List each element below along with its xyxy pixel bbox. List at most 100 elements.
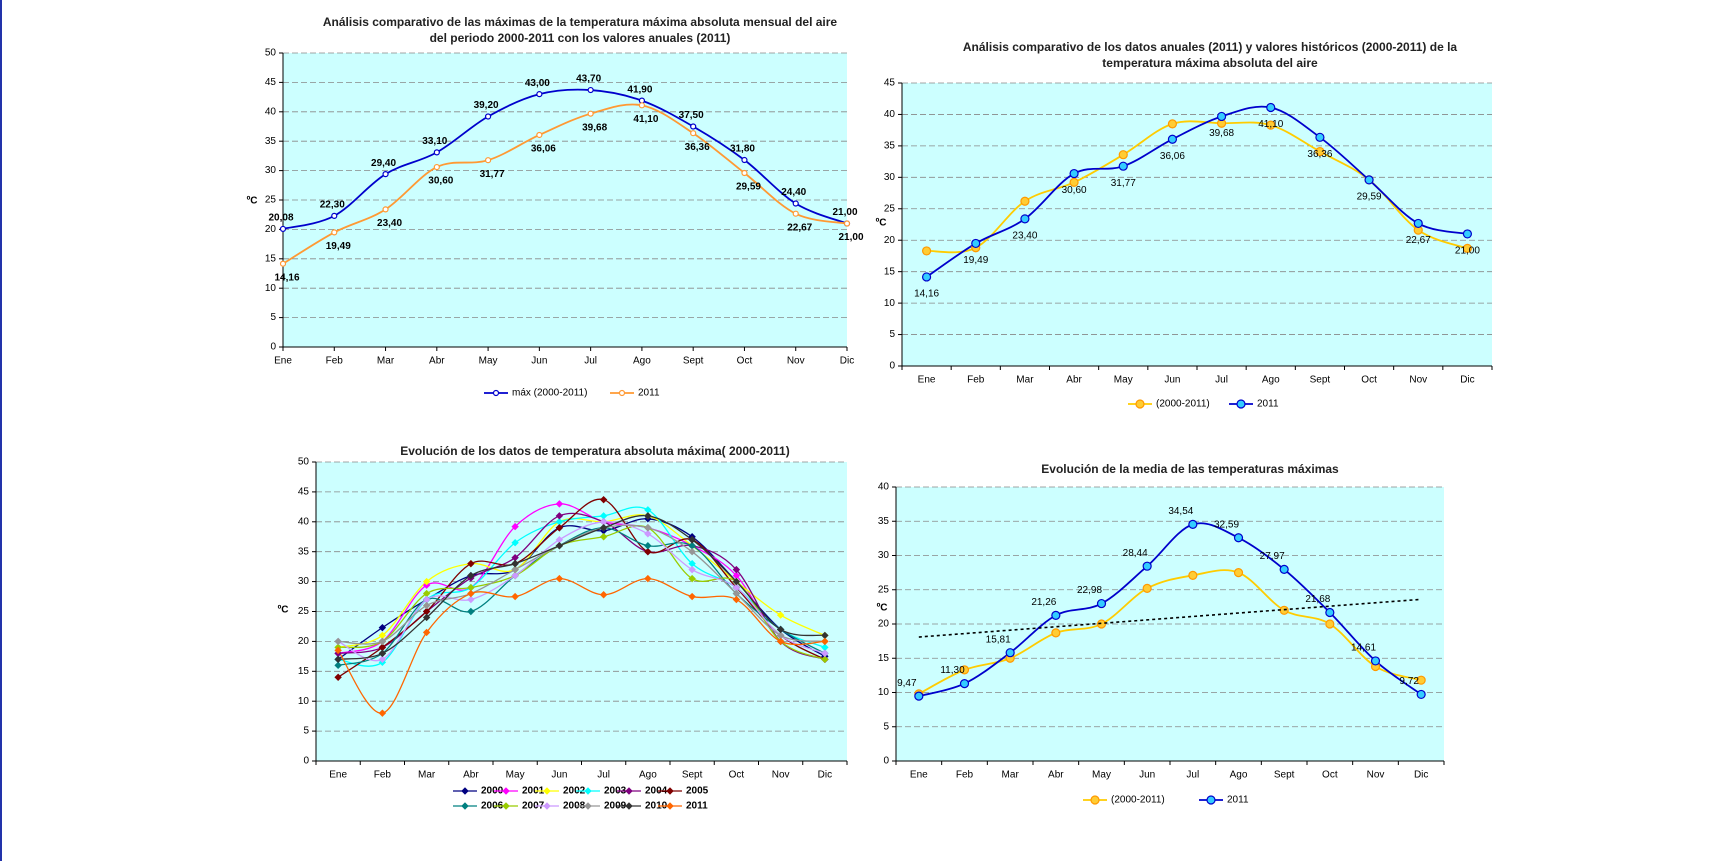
x-tick-label: Feb [967, 375, 985, 386]
data-label: 41,90 [627, 84, 652, 95]
legend-marker [618, 389, 626, 397]
y-tick-label: 0 [889, 361, 895, 372]
legend-label: 2007 [522, 801, 545, 812]
data-point [422, 628, 431, 637]
data-point [1416, 675, 1426, 685]
y-tick-label: 10 [878, 687, 890, 698]
data-point [1020, 214, 1030, 224]
data-point [536, 131, 543, 139]
data-point [467, 595, 475, 604]
data-label: 29,40 [371, 158, 396, 169]
y-axis-label: ºC [876, 218, 887, 229]
y-tick-label: 40 [878, 482, 890, 493]
legend-marker [461, 802, 469, 810]
data-point [511, 571, 519, 580]
y-axis-label: ºC [247, 196, 258, 207]
x-tick-label: Mar [377, 356, 395, 367]
data-label: 14,16 [274, 272, 299, 283]
data-point [644, 512, 652, 520]
series-line [337, 521, 826, 662]
data-point [467, 607, 475, 616]
y-tick-label: 25 [884, 203, 896, 214]
legend-label: (2000-2011) [1111, 795, 1165, 806]
x-tick-label: Abr [429, 356, 445, 367]
data-label: 21,00 [832, 207, 857, 218]
data-point [959, 678, 970, 689]
y-tick-label: 30 [265, 165, 277, 176]
legend-label: 2002 [563, 786, 586, 797]
data-label: 32,59 [1214, 519, 1239, 530]
data-point [382, 171, 389, 178]
data-point [1069, 168, 1079, 179]
data-point [1325, 607, 1335, 618]
data-point [334, 646, 342, 655]
x-tick-label: Dic [840, 356, 854, 367]
y-tick-label: 45 [265, 77, 277, 88]
legend-label: 2006 [481, 801, 504, 812]
y-tick-label: 5 [303, 726, 309, 737]
data-point [599, 591, 608, 599]
y-axis-label: ºC [278, 605, 289, 616]
data-label: 36,36 [685, 142, 710, 153]
data-point [1142, 561, 1152, 571]
legend-marker [625, 802, 633, 810]
data-point [638, 102, 646, 109]
data-point [821, 655, 829, 664]
data-point [1315, 132, 1325, 142]
legend-marker [625, 787, 633, 795]
legend-marker [492, 389, 500, 397]
x-tick-label: Dic [818, 770, 832, 781]
legend-label: 2005 [686, 786, 709, 797]
x-tick-label: May [506, 770, 525, 781]
data-point [644, 547, 652, 556]
x-tick-label: Mar [1016, 375, 1034, 386]
x-tick-label: Jul [1186, 770, 1199, 781]
data-label: 43,70 [576, 74, 601, 85]
data-point [688, 536, 696, 544]
data-point [1325, 619, 1335, 629]
y-tick-label: 15 [265, 253, 277, 264]
y-tick-label: 40 [298, 516, 310, 527]
data-label: 39,68 [582, 122, 607, 133]
data-label: 36,06 [1160, 151, 1185, 162]
data-label: 41,10 [1258, 119, 1283, 130]
y-tick-label: 20 [298, 636, 310, 647]
data-point [1315, 146, 1325, 157]
x-tick-label: Ene [910, 770, 928, 781]
data-point [1413, 218, 1423, 229]
x-tick-label: Oct [729, 770, 745, 781]
y-tick-label: 10 [265, 283, 277, 294]
data-point [644, 530, 652, 538]
data-label: 15,81 [986, 634, 1011, 645]
data-point [334, 637, 342, 646]
x-tick-label: Jul [584, 356, 597, 367]
data-point [776, 625, 785, 634]
data-point [511, 592, 519, 601]
x-tick-label: Oct [1322, 770, 1338, 781]
data-label: 19,49 [963, 255, 988, 266]
y-tick-label: 15 [878, 653, 890, 664]
y-tick-label: 30 [298, 576, 310, 587]
data-point [959, 665, 970, 675]
data-point [599, 524, 608, 532]
data-point [378, 623, 387, 632]
data-label: 19,49 [326, 241, 351, 252]
y-tick-label: 35 [298, 546, 310, 557]
data-point [587, 110, 594, 117]
data-label: 27,97 [1260, 551, 1285, 562]
y-tick-label: 25 [878, 584, 890, 595]
data-label: 28,44 [1123, 548, 1148, 559]
x-tick-label: Nov [772, 770, 790, 781]
y-tick-label: 30 [884, 172, 896, 183]
data-label: 43,00 [525, 78, 550, 89]
legend-marker [584, 787, 592, 795]
data-label: 30,60 [1062, 185, 1087, 196]
legend-label: 2011 [686, 801, 708, 812]
y-tick-label: 25 [265, 195, 277, 206]
x-tick-label: Feb [374, 770, 392, 781]
data-point [741, 169, 748, 177]
legend-label: 2008 [563, 801, 586, 812]
legend-marker [1090, 795, 1100, 805]
